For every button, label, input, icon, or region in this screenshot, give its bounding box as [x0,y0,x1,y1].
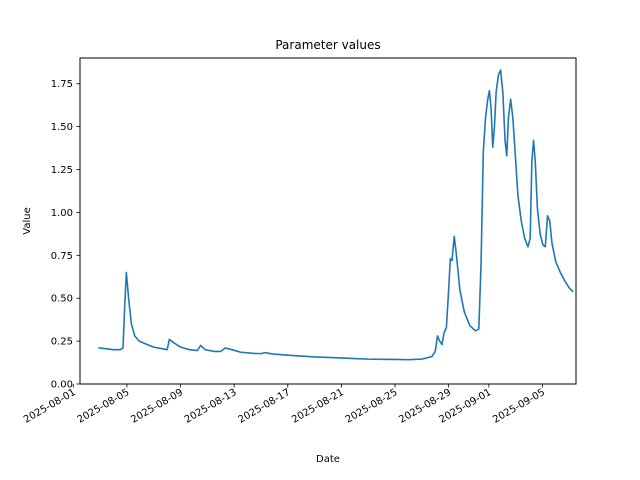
x-tick-label: 2025-08-13 [183,387,239,426]
x-tick-label: 2025-08-09 [129,387,185,426]
y-tick-label: 0.75 [51,251,73,262]
plot-frame [79,57,577,385]
y-tick-label: 1.25 [51,165,73,176]
x-tick-label: 2025-09-05 [491,387,547,426]
y-tick-label: 1.75 [51,79,73,90]
series-line-0 [98,69,574,361]
x-tick-label: 2025-08-05 [76,387,132,426]
series-layer [98,69,574,361]
x-tick-label: 2025-08-21 [290,387,346,426]
x-tick-label: 2025-08-01 [22,387,78,426]
y-tick-label: 0.50 [51,294,73,305]
y-axis: 0.00 0.25 0.50 0.75 1.00 1.25 1.50 1.75 [51,79,80,391]
y-tick-label: 1.00 [51,208,73,219]
y-axis-label: Value [22,207,33,234]
y-tick-label: 0.00 [51,380,73,391]
y-tick-label: 0.25 [51,337,73,348]
chart-title: Parameter values [275,38,380,52]
x-axis-label: Date [316,454,340,465]
y-tick-label: 1.50 [51,122,73,133]
x-tick-label: 2025-08-25 [344,387,400,426]
plot-area [79,57,577,385]
x-axis: 2025-08-012025-08-052025-08-092025-08-13… [22,384,547,426]
x-tick-label: 2025-08-17 [236,387,292,426]
